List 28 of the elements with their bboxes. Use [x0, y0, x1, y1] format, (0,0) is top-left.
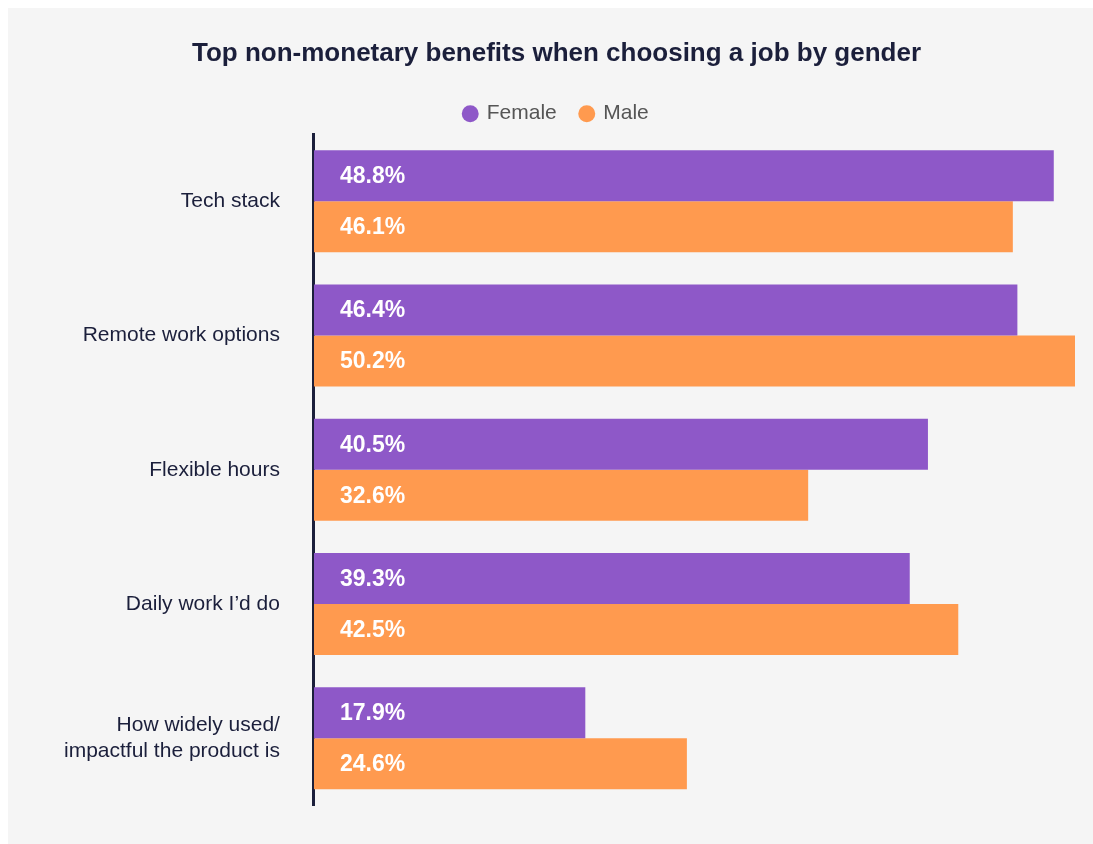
bar: [313, 201, 1013, 253]
data-label: 42.5%: [339, 615, 406, 642]
data-label: 48.8%: [339, 162, 406, 189]
data-label: 24.6%: [339, 750, 406, 777]
data-label: 17.9%: [339, 699, 406, 726]
bar: [313, 150, 1054, 202]
y-tick-label: Flexible hours: [149, 456, 280, 480]
bar: [313, 418, 928, 470]
bar: [313, 738, 687, 790]
chart-title: Top non-monetary benefits when choosing a job by gender: [191, 36, 922, 67]
bar: [313, 284, 1018, 336]
y-tick-label: How widely used/ impactful the product is: [64, 712, 281, 761]
legend-label: Female: [486, 100, 557, 124]
data-label: 50.2%: [339, 347, 406, 374]
bar: [313, 335, 1075, 387]
data-label: 39.3%: [339, 564, 406, 591]
data-label: 46.1%: [339, 213, 406, 240]
data-label: 40.5%: [339, 430, 406, 457]
bar: [313, 553, 910, 605]
y-tick-label: Daily work I’d do: [125, 590, 280, 614]
data-label: 46.4%: [339, 296, 406, 323]
data-label: 32.6%: [339, 481, 406, 508]
y-tick-label: Remote work options: [82, 322, 280, 346]
y-tick-label: Tech stack: [180, 188, 281, 212]
legend-label: Male: [603, 100, 649, 124]
bar: [313, 687, 586, 739]
bar: [313, 604, 959, 656]
bar: [313, 469, 809, 521]
